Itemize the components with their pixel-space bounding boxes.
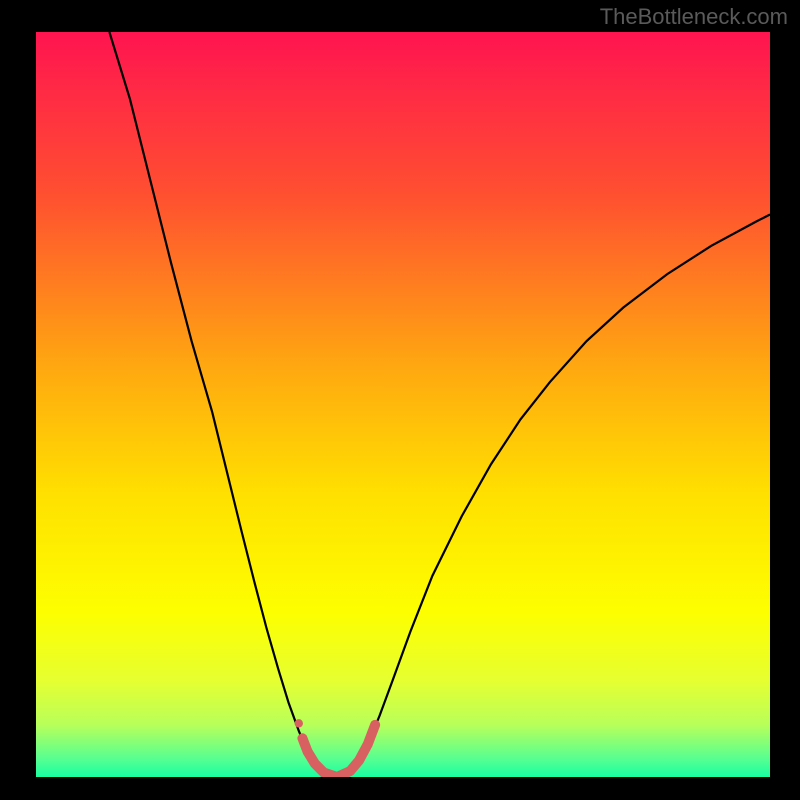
watermark-text: TheBottleneck.com [600, 4, 788, 30]
bottleneck-chart [0, 0, 800, 800]
optimal-range-dot [295, 719, 303, 727]
chart-background [36, 32, 770, 777]
